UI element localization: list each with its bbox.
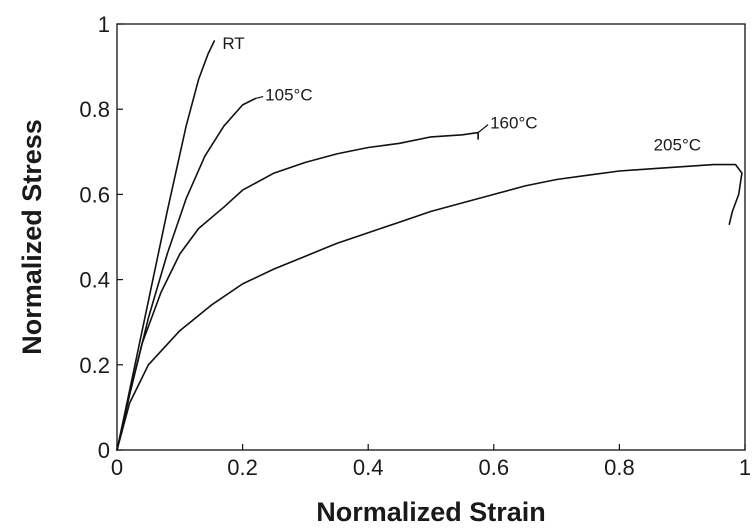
y-tick-label: 0.6 bbox=[79, 182, 110, 207]
series-label: 105°C bbox=[265, 86, 312, 105]
y-tick-label: 0.4 bbox=[79, 268, 110, 293]
y-tick-label: 0 bbox=[98, 438, 110, 463]
x-tick-label: 0.8 bbox=[604, 455, 635, 480]
x-tick-label: 0.4 bbox=[353, 455, 384, 480]
label-leader bbox=[477, 124, 489, 134]
series-line bbox=[116, 131, 479, 451]
series-curves bbox=[116, 40, 743, 451]
series-line bbox=[116, 163, 743, 451]
series-label: 160°C bbox=[490, 114, 537, 133]
y-tick-label: 0.8 bbox=[79, 97, 110, 122]
x-tick-label: 0.2 bbox=[227, 455, 258, 480]
series-label: 205°C bbox=[654, 136, 701, 155]
series-line bbox=[116, 97, 256, 451]
series-label: RT bbox=[222, 34, 244, 53]
series-labels: RT 105°C 160°C 205°C bbox=[222, 34, 701, 155]
x-tick-label: 0.6 bbox=[479, 455, 510, 480]
y-tick-label: 1 bbox=[98, 12, 110, 37]
y-tick-label: 0.2 bbox=[79, 353, 110, 378]
x-axis-title: Normalized Strain bbox=[316, 497, 546, 527]
x-tick-label: 0 bbox=[111, 455, 123, 480]
x-tick-label: 1 bbox=[739, 455, 751, 480]
label-leader bbox=[255, 95, 264, 100]
y-axis-title: Normalized Stress bbox=[17, 119, 47, 355]
series-line bbox=[116, 40, 216, 451]
y-axis-ticks: 0 0.2 0.4 0.6 0.8 1 bbox=[79, 12, 123, 463]
x-axis-ticks: 0 0.2 0.4 0.6 0.8 1 bbox=[111, 444, 751, 480]
plot-frame bbox=[116, 23, 746, 451]
